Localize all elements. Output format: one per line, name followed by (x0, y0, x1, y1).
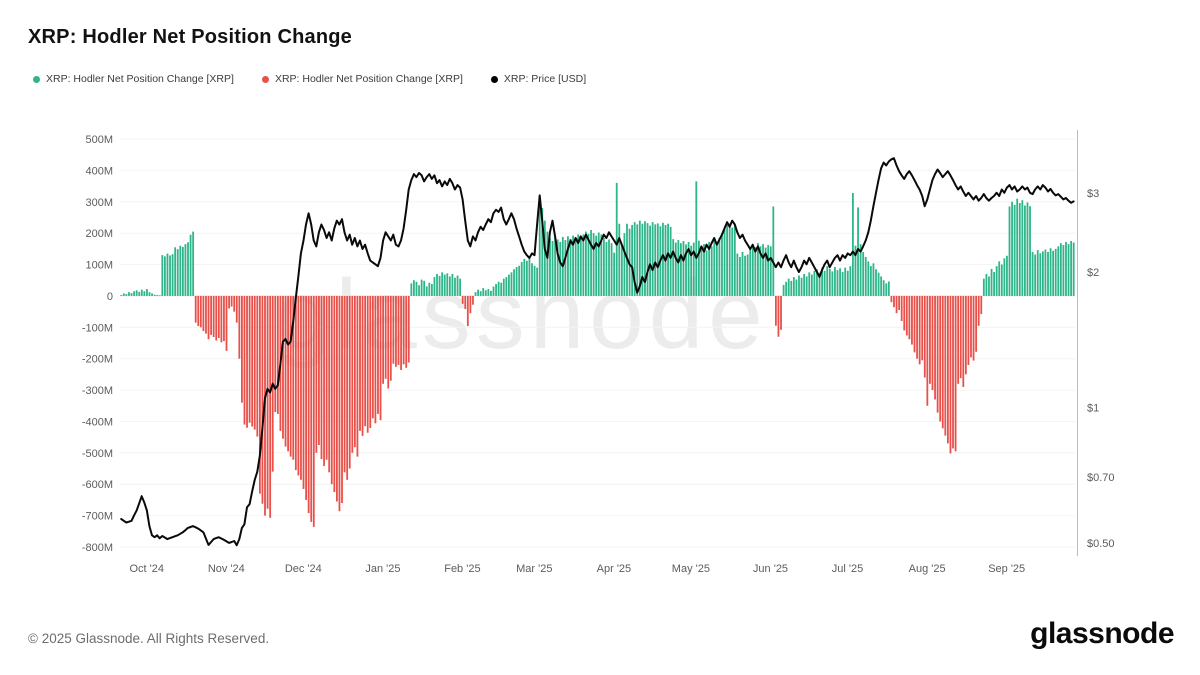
svg-text:$3: $3 (1087, 188, 1099, 200)
page-title: XRP: Hodler Net Position Change (28, 26, 353, 48)
svg-text:$2: $2 (1087, 267, 1099, 279)
svg-text:-400M: -400M (82, 417, 113, 429)
legend-label: XRP: Hodler Net Position Change [XRP] (46, 73, 234, 85)
svg-text:$0.50: $0.50 (1087, 538, 1115, 550)
legend-label: XRP: Price [USD] (503, 73, 587, 85)
svg-text:Oct '24: Oct '24 (129, 563, 164, 575)
legend-item-hodler-positive[interactable]: XRP: Hodler Net Position Change [XRP] (33, 73, 234, 85)
svg-text:Sep '25: Sep '25 (988, 563, 1025, 575)
svg-text:-600M: -600M (82, 479, 113, 491)
svg-text:Mar '25: Mar '25 (516, 563, 552, 575)
legend-item-hodler-negative[interactable]: XRP: Hodler Net Position Change [XRP] (261, 73, 463, 85)
legend-dot-black-icon (490, 75, 498, 83)
svg-text:Dec '24: Dec '24 (285, 563, 322, 575)
svg-text:Nov '24: Nov '24 (208, 563, 245, 575)
svg-text:May '25: May '25 (672, 563, 710, 575)
svg-text:Feb '25: Feb '25 (444, 563, 480, 575)
svg-text:500M: 500M (85, 134, 113, 146)
price-line (120, 157, 1075, 547)
svg-text:Jul '25: Jul '25 (832, 563, 863, 575)
svg-text:$0.70: $0.70 (1087, 472, 1115, 484)
svg-text:$1: $1 (1087, 403, 1099, 415)
svg-text:-300M: -300M (82, 385, 113, 397)
copyright-text: © 2025 Glassnode. All Rights Reserved. (28, 631, 270, 646)
svg-text:-700M: -700M (82, 511, 113, 523)
svg-text:Jun '25: Jun '25 (753, 563, 788, 575)
legend-dot-red-icon (261, 75, 269, 83)
svg-text:400M: 400M (85, 165, 113, 177)
right-axis-labels: $3 $2 $1 $0.70 $0.50 (1087, 188, 1115, 550)
left-axis-labels: 500M 400M 300M 200M 100M 0 -100M -200M -300M -400… (82, 134, 113, 554)
x-axis-labels: Oct '24 Nov '24 Dec '24 Jan '25 Feb '25 Mar '… (129, 563, 1025, 575)
legend-item-price[interactable]: XRP: Price [USD] (490, 73, 587, 85)
svg-text:0: 0 (107, 291, 113, 303)
hodler-net-position-bars (120, 181, 1075, 527)
svg-text:Aug '25: Aug '25 (909, 563, 946, 575)
svg-text:Apr '25: Apr '25 (597, 563, 632, 575)
chart-legend: XRP: Hodler Net Position Change [XRP] XR… (33, 73, 586, 85)
legend-dot-green-icon (33, 75, 40, 83)
svg-text:300M: 300M (85, 197, 113, 209)
svg-text:-800M: -800M (82, 542, 113, 554)
legend-label: XRP: Hodler Net Position Change [XRP] (274, 73, 463, 85)
svg-text:-200M: -200M (82, 354, 113, 366)
glassnode-logo: glassnode (1030, 617, 1174, 650)
gridlines (120, 138, 1075, 548)
svg-text:200M: 200M (85, 228, 113, 240)
svg-text:Jan '25: Jan '25 (365, 563, 400, 575)
svg-text:100M: 100M (85, 260, 113, 272)
plot-area[interactable] (120, 130, 1075, 556)
svg-text:-500M: -500M (82, 448, 113, 460)
svg-text:-100M: -100M (82, 322, 113, 334)
